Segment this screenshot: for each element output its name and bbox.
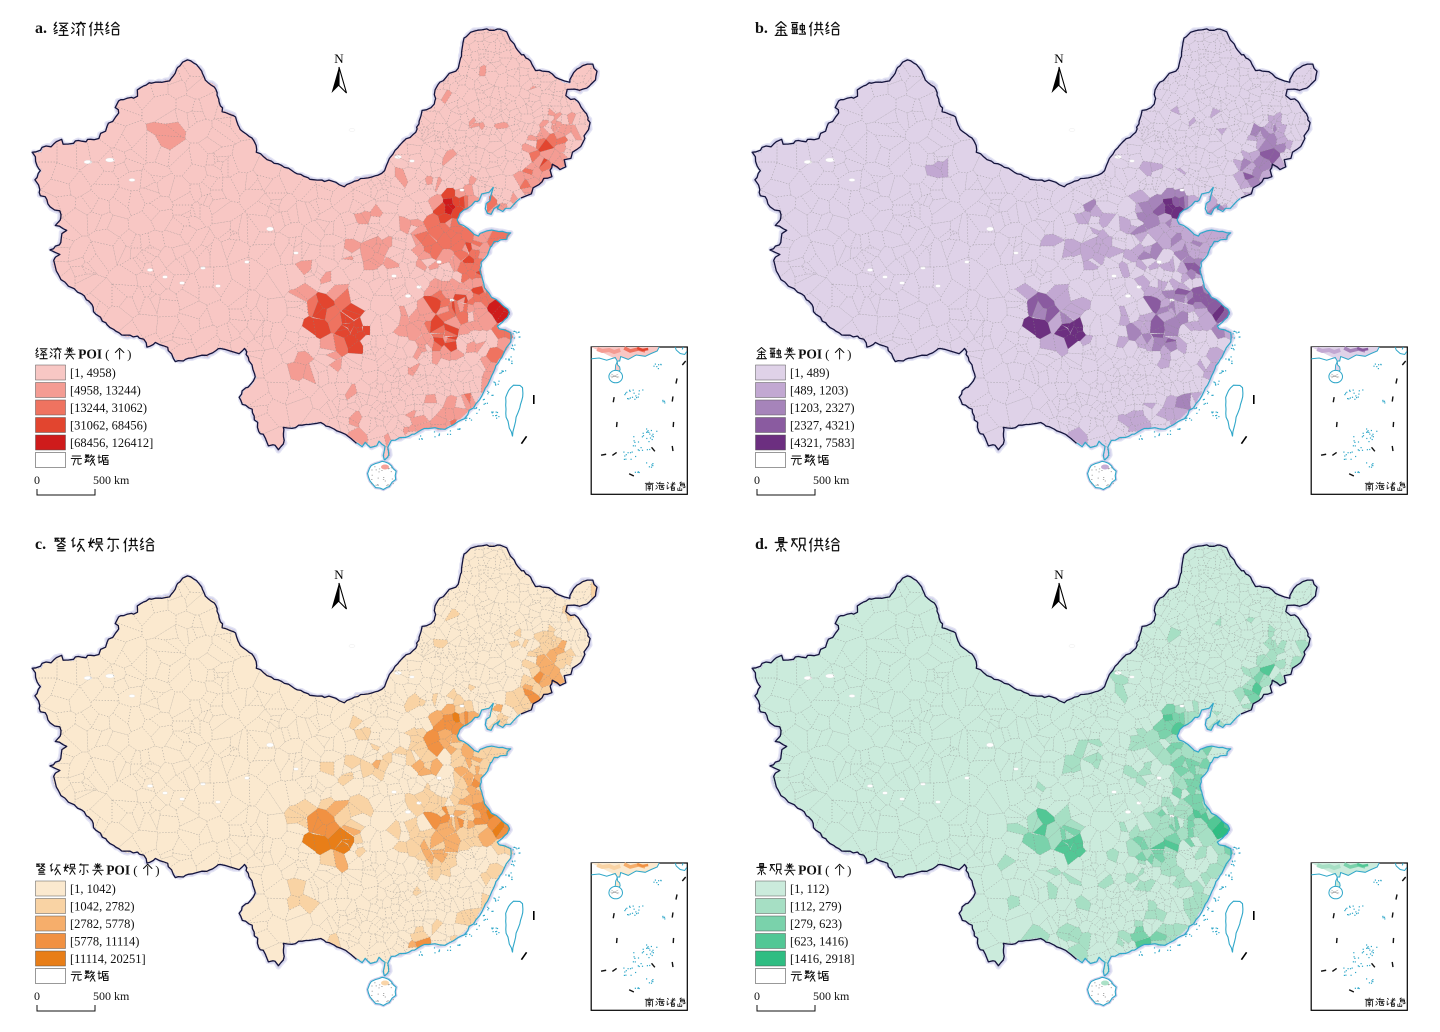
svg-text:(: ( (825, 347, 829, 362)
svg-text:): ) (847, 863, 851, 878)
svg-text:N: N (1054, 567, 1064, 582)
svg-text:[1, 1042): [1, 1042) (70, 882, 116, 896)
svg-text:[11114, 20251]: [11114, 20251] (70, 952, 146, 966)
svg-text:POI: POI (106, 863, 130, 878)
svg-text:[623, 1416): [623, 1416) (790, 935, 848, 949)
svg-text:d.: d. (755, 536, 768, 553)
svg-text:[1, 489): [1, 489) (790, 366, 830, 380)
svg-text:[68456, 126412]: [68456, 126412] (70, 436, 153, 450)
svg-text:): ) (127, 347, 131, 362)
svg-text:500 km: 500 km (813, 473, 850, 487)
svg-text:0: 0 (34, 473, 40, 487)
svg-text:[1, 4958): [1, 4958) (70, 366, 116, 380)
svg-text:(: ( (105, 347, 109, 362)
svg-text:500 km: 500 km (93, 473, 130, 487)
svg-text:POI: POI (798, 347, 822, 362)
svg-text:0: 0 (34, 989, 40, 1003)
svg-text:0: 0 (754, 989, 760, 1003)
svg-text:500 km: 500 km (813, 989, 850, 1003)
svg-text:0: 0 (754, 473, 760, 487)
svg-text:[489, 1203): [489, 1203) (790, 384, 848, 398)
svg-text:N: N (1054, 51, 1064, 66)
svg-text:[1416, 2918]: [1416, 2918] (790, 952, 855, 966)
svg-text:b.: b. (755, 20, 768, 37)
svg-text:[13244, 31062): [13244, 31062) (70, 401, 147, 415)
svg-text:N: N (334, 51, 344, 66)
svg-text:[112, 279): [112, 279) (790, 900, 842, 914)
svg-text:(: ( (825, 863, 829, 878)
svg-text:[4321, 7583]: [4321, 7583] (790, 436, 855, 450)
svg-text:[1203, 2327): [1203, 2327) (790, 401, 855, 415)
svg-text:[1, 112): [1, 112) (790, 882, 829, 896)
svg-text:a.: a. (35, 20, 47, 37)
svg-text:N: N (334, 567, 344, 582)
svg-text:POI: POI (798, 863, 822, 878)
svg-text:[1042, 2782): [1042, 2782) (70, 900, 135, 914)
svg-text:[279, 623): [279, 623) (790, 917, 842, 931)
svg-text:[31062, 68456): [31062, 68456) (70, 419, 147, 433)
svg-text:[4958, 13244): [4958, 13244) (70, 384, 141, 398)
svg-text:[2782, 5778): [2782, 5778) (70, 917, 135, 931)
svg-text:): ) (847, 347, 851, 362)
svg-text:500 km: 500 km (93, 989, 130, 1003)
svg-text:(: ( (133, 863, 137, 878)
svg-text:[2327, 4321): [2327, 4321) (790, 419, 855, 433)
svg-text:c.: c. (35, 536, 46, 553)
svg-text:[5778, 11114): [5778, 11114) (70, 935, 139, 949)
svg-text:): ) (155, 863, 159, 878)
svg-text:POI: POI (78, 347, 102, 362)
